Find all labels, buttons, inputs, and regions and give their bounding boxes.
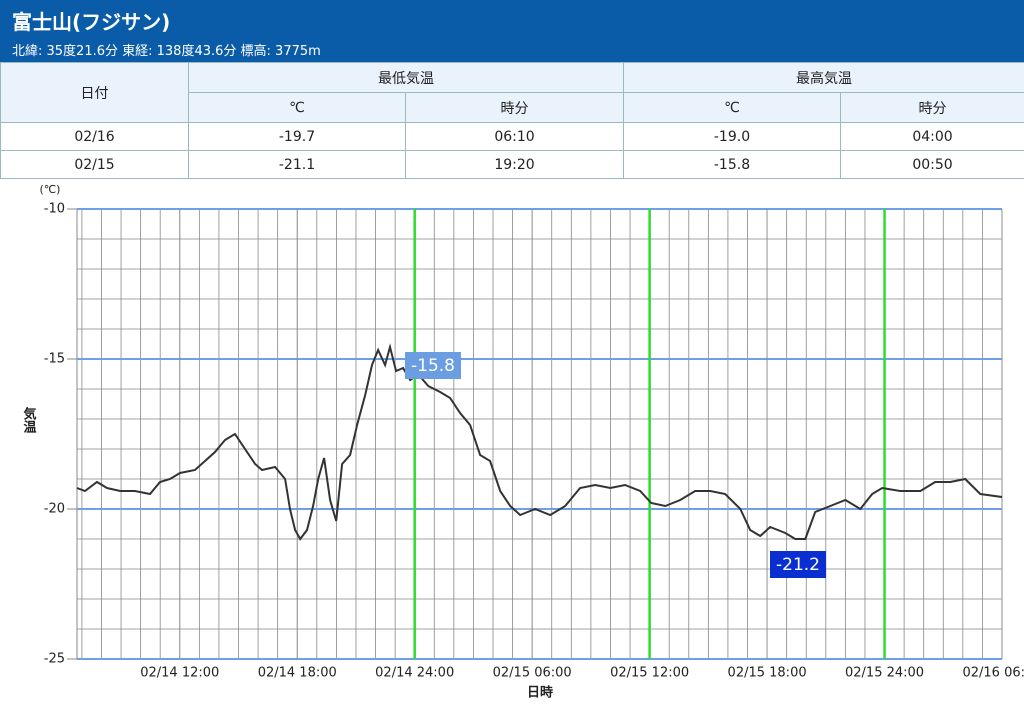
x-tick-label: 02/15 18:00: [728, 666, 807, 681]
line: [76, 343, 1003, 541]
cell: 04:00: [840, 122, 1024, 151]
subheader-cell: 時分: [840, 92, 1024, 123]
title: 富士山(フジサン): [12, 10, 171, 34]
x-tick-label: 02/16 06:00: [962, 666, 1024, 681]
x-tick-label: 02/15 12:00: [610, 666, 689, 681]
header: 富士山(フジサン) 北緯: 35度21.6分 東経: 138度43.6分 標高:…: [0, 0, 1024, 62]
subheader-cell: 時分: [405, 92, 624, 123]
cell: 19:20: [405, 150, 624, 179]
x-tick-label: 02/14 18:00: [258, 666, 337, 681]
header-cell: 日付: [0, 62, 189, 123]
cell: -15.8: [623, 150, 841, 179]
x-tick-label: 02/14 24:00: [375, 666, 454, 681]
x-tick-label: 02/14 12:00: [140, 666, 219, 681]
cell: 00:50: [840, 150, 1024, 179]
annotation-label: -21.2: [776, 555, 820, 575]
cell: -19.0: [623, 122, 841, 151]
x-tick-label: 02/15 24:00: [845, 666, 924, 681]
y-unit: (℃): [40, 183, 61, 196]
subheader-cell: ℃: [623, 92, 841, 123]
y-axis-title: 気温: [21, 406, 37, 434]
x-tick-label: 02/15 06:00: [493, 666, 572, 681]
annotation-box: [405, 352, 461, 379]
cell: 06:10: [405, 122, 624, 151]
summary-table: 日付 最低気温 最高気温 ℃ 時分 ℃ 時分 02/16 -19.7 06:10 -1…: [0, 62, 1024, 179]
y-tick-label: -15: [44, 352, 65, 367]
annotation-label: -15.8: [411, 356, 455, 376]
header-cell: 最低気温: [188, 62, 624, 93]
annotation-box: [770, 551, 826, 578]
subtitle: 北緯: 35度21.6分 東経: 138度43.6分 標高: 3775m: [12, 44, 321, 59]
cell: 02/15: [0, 150, 189, 179]
cell: -19.7: [188, 122, 406, 151]
y-tick-label: -25: [44, 652, 65, 667]
subheader-cell: ℃: [188, 92, 406, 123]
header-cell: 最高気温: [623, 62, 1024, 93]
annotation: -21.2: [770, 551, 826, 578]
cell: -21.1: [188, 150, 406, 179]
x-axis-title: 日時: [527, 685, 553, 701]
cell: 02/16: [0, 122, 189, 151]
y-tick-label: -20: [44, 502, 65, 517]
y-tick-label: -10: [44, 202, 65, 217]
chart: (℃) 気温 日時 -10 -15 -20 -25 02/14 12:00 02/14 1…: [21, 183, 1024, 701]
annotation: -15.8: [405, 352, 461, 379]
